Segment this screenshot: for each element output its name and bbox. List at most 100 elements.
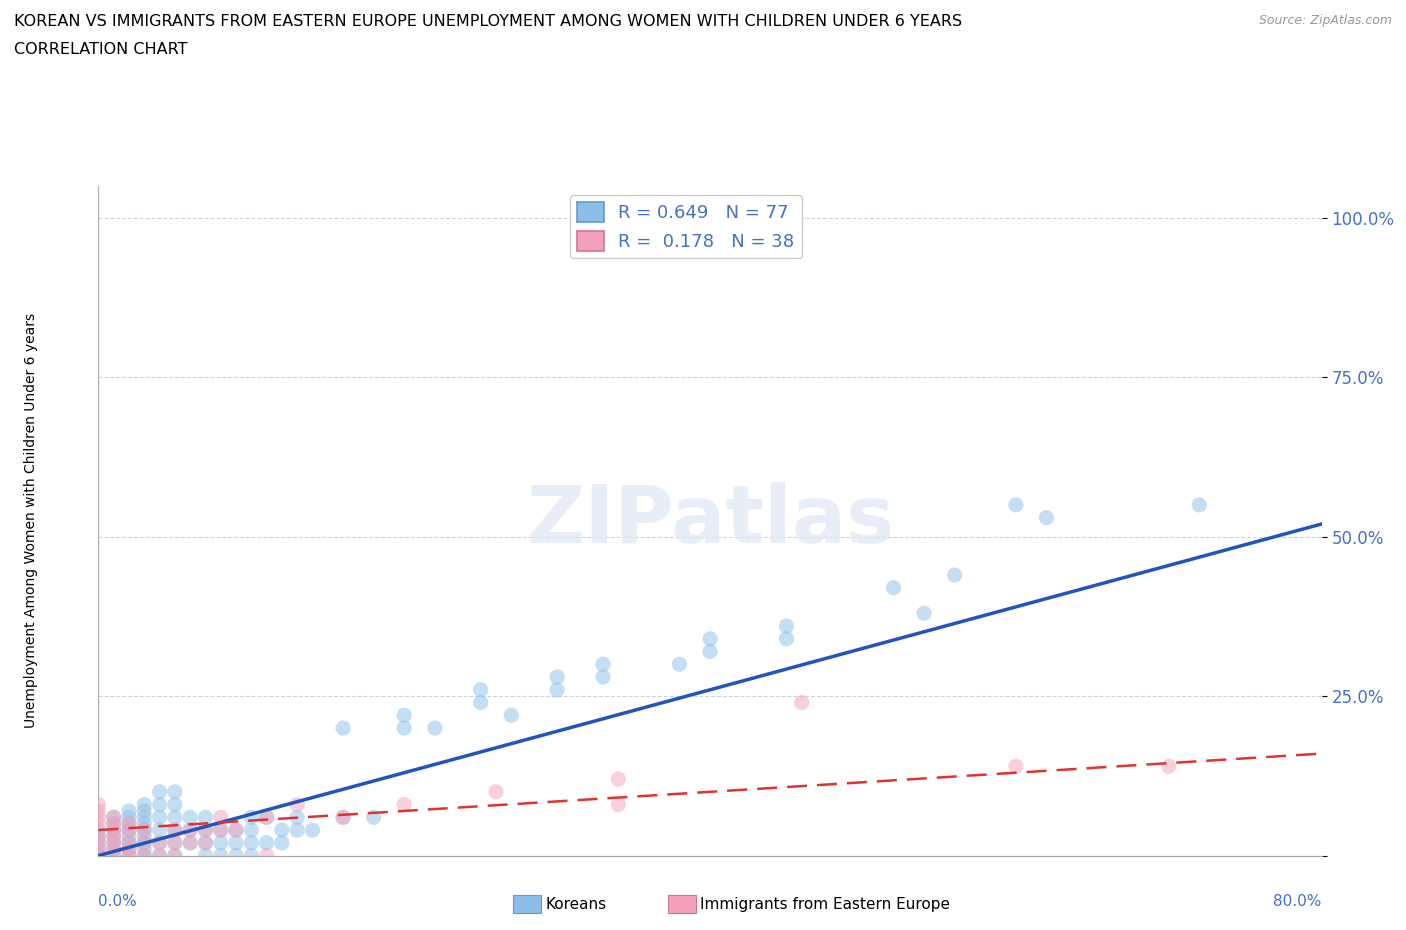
Point — [194, 823, 217, 838]
Point — [87, 848, 110, 863]
Point — [118, 835, 141, 850]
Point — [103, 810, 125, 825]
Point — [332, 810, 354, 825]
Point — [501, 708, 523, 723]
Point — [194, 823, 217, 838]
Point — [607, 772, 630, 787]
Point — [118, 817, 141, 831]
Point — [118, 804, 141, 818]
Point — [87, 797, 110, 812]
Point — [149, 835, 172, 850]
Point — [209, 835, 232, 850]
Point — [87, 835, 110, 850]
Point — [134, 797, 156, 812]
Text: CORRELATION CHART: CORRELATION CHART — [14, 42, 187, 57]
Point — [194, 810, 217, 825]
Point — [179, 835, 201, 850]
Point — [285, 823, 308, 838]
Point — [103, 817, 125, 831]
Point — [163, 835, 186, 850]
Point — [118, 823, 141, 838]
Point — [209, 823, 232, 838]
Point — [225, 848, 247, 863]
Point — [546, 683, 568, 698]
Point — [392, 797, 416, 812]
Legend: R = 0.649   N = 77, R =  0.178   N = 38: R = 0.649 N = 77, R = 0.178 N = 38 — [569, 195, 801, 259]
Point — [285, 810, 308, 825]
Point — [194, 835, 217, 850]
Point — [546, 670, 568, 684]
Point — [179, 835, 201, 850]
Point — [1188, 498, 1211, 512]
Point — [209, 823, 232, 838]
Point — [149, 848, 172, 863]
Point — [87, 829, 110, 844]
Point — [163, 848, 186, 863]
Point — [134, 842, 156, 857]
Point — [134, 823, 156, 838]
Point — [134, 848, 156, 863]
Point — [668, 657, 690, 671]
Point — [149, 784, 172, 799]
Text: Source: ZipAtlas.com: Source: ZipAtlas.com — [1258, 14, 1392, 27]
Point — [87, 842, 110, 857]
Point — [392, 721, 416, 736]
Point — [470, 683, 492, 698]
Point — [87, 810, 110, 825]
Point — [485, 784, 508, 799]
Point — [134, 810, 156, 825]
Point — [775, 631, 797, 646]
Point — [883, 580, 905, 595]
Point — [134, 848, 156, 863]
Point — [87, 835, 110, 850]
Point — [1157, 759, 1180, 774]
Point — [163, 810, 186, 825]
Point — [87, 817, 110, 831]
Point — [103, 823, 125, 838]
Point — [163, 823, 186, 838]
Point — [607, 797, 630, 812]
Point — [194, 835, 217, 850]
Point — [240, 848, 263, 863]
Point — [103, 835, 125, 850]
Point — [332, 810, 354, 825]
Text: Immigrants from Eastern Europe: Immigrants from Eastern Europe — [700, 897, 950, 912]
Text: KOREAN VS IMMIGRANTS FROM EASTERN EUROPE UNEMPLOYMENT AMONG WOMEN WITH CHILDREN : KOREAN VS IMMIGRANTS FROM EASTERN EUROPE… — [14, 14, 962, 29]
Point — [149, 835, 172, 850]
Point — [134, 835, 156, 850]
Point — [225, 823, 247, 838]
Point — [118, 848, 141, 863]
Point — [118, 829, 141, 844]
Point — [103, 829, 125, 844]
Text: 80.0%: 80.0% — [1274, 894, 1322, 909]
Point — [225, 823, 247, 838]
Point — [592, 657, 614, 671]
Point — [209, 848, 232, 863]
Point — [285, 797, 308, 812]
Point — [194, 848, 217, 863]
Point — [256, 848, 278, 863]
Point — [118, 810, 141, 825]
Point — [179, 823, 201, 838]
Point — [149, 797, 172, 812]
Point — [118, 835, 141, 850]
Point — [256, 835, 278, 850]
Point — [103, 823, 125, 838]
Point — [87, 848, 110, 863]
Point — [592, 670, 614, 684]
Point — [163, 823, 186, 838]
Point — [209, 810, 232, 825]
Point — [912, 605, 935, 620]
Point — [103, 829, 125, 844]
Point — [87, 823, 110, 838]
Point — [149, 823, 172, 838]
Point — [699, 631, 721, 646]
Point — [943, 567, 966, 582]
Point — [163, 797, 186, 812]
Point — [103, 842, 125, 857]
Point — [332, 721, 354, 736]
Point — [134, 823, 156, 838]
Point — [240, 823, 263, 838]
Point — [103, 848, 125, 863]
Point — [87, 829, 110, 844]
